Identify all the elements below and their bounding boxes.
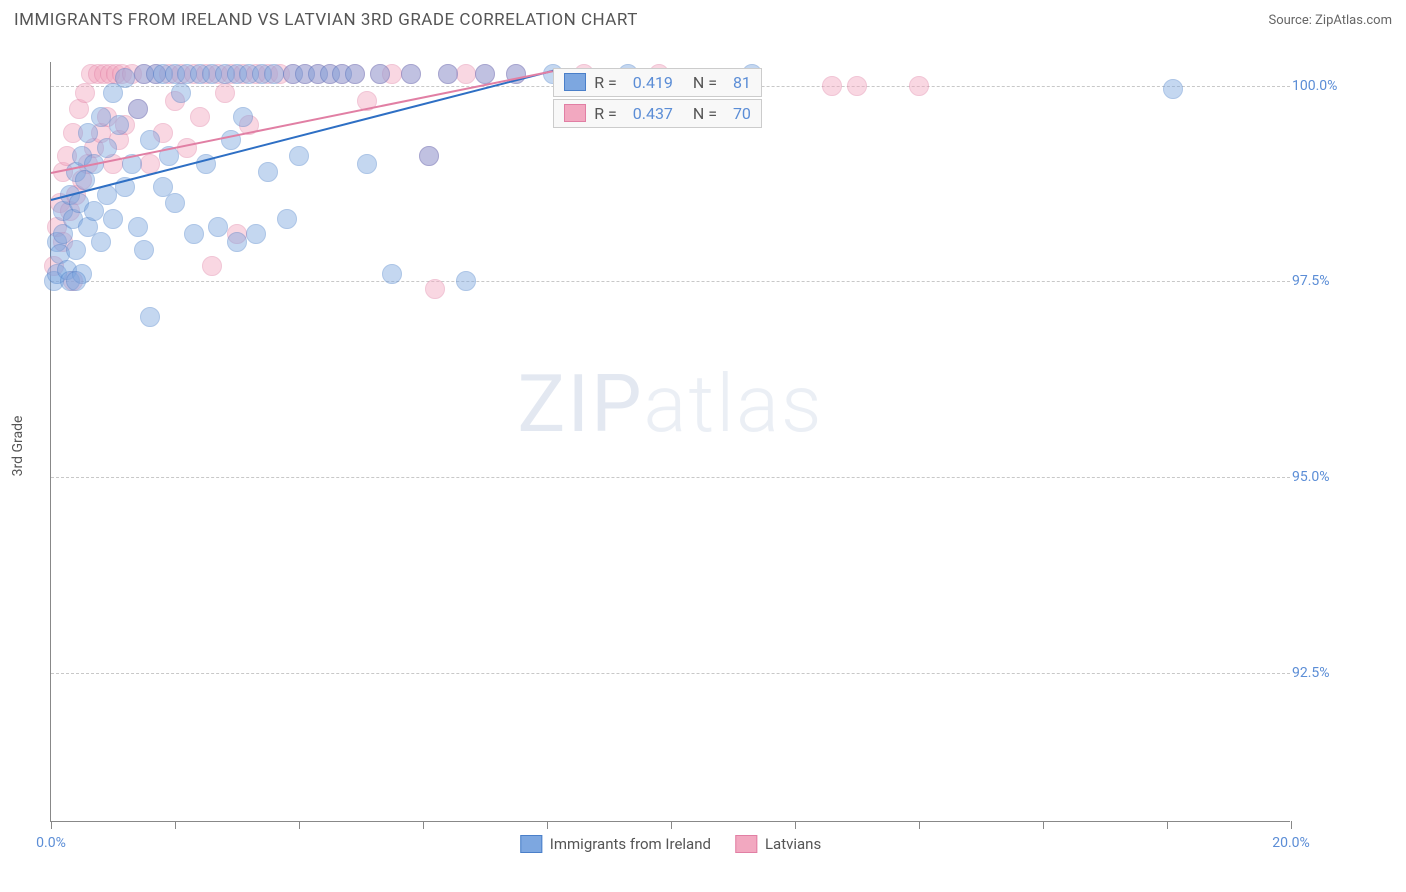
x-tick-label: 20.0% [1272, 835, 1310, 851]
scatter-point [103, 209, 123, 229]
scatter-point [208, 217, 228, 237]
legend-label: Latvians [765, 835, 821, 853]
scatter-point [97, 138, 117, 158]
scatter-point [128, 217, 148, 237]
y-tick-label: 97.5% [1292, 273, 1348, 289]
legend-r-value: 0.437 [629, 104, 673, 123]
scatter-point [233, 107, 253, 127]
x-tick [175, 821, 176, 829]
scatter-point [215, 83, 235, 103]
legend-item: Latvians [735, 835, 821, 853]
scatter-point [909, 76, 929, 96]
x-tick [1043, 821, 1044, 829]
scatter-point [202, 256, 222, 276]
x-tick [1291, 821, 1292, 829]
scatter-point [177, 138, 197, 158]
gridline [51, 477, 1290, 478]
x-tick [671, 821, 672, 829]
scatter-point [456, 271, 476, 291]
scatter-point [1163, 79, 1183, 99]
y-tick-label: 100.0% [1292, 78, 1348, 94]
correlation-legend: R = 0.419 N = 81 [553, 68, 762, 97]
scatter-point [289, 146, 309, 166]
scatter-point [109, 115, 129, 135]
scatter-point [115, 68, 135, 88]
scatter-point [140, 130, 160, 150]
gridline [51, 673, 1290, 674]
legend-swatch [520, 835, 542, 853]
legend-swatch [735, 835, 757, 853]
scatter-point [401, 64, 421, 84]
scatter-point [357, 154, 377, 174]
x-tick-label: 0.0% [36, 835, 66, 851]
scatter-point [128, 99, 148, 119]
scatter-point [246, 224, 266, 244]
scatter-point [184, 224, 204, 244]
y-tick-label: 92.5% [1292, 665, 1348, 681]
correlation-legend: R = 0.437 N = 70 [553, 99, 762, 128]
legend-n-value: 81 [729, 73, 751, 92]
legend-r-label: R = [594, 104, 621, 123]
scatter-point [227, 232, 247, 252]
legend-r-label: R = [594, 73, 621, 92]
scatter-point [475, 64, 495, 84]
plot-area: ZIPatlas 92.5%95.0%97.5%100.0%0.0%20.0%R… [50, 62, 1290, 822]
x-tick [547, 821, 548, 829]
scatter-point [66, 240, 86, 260]
scatter-point [258, 162, 278, 182]
scatter-point [66, 271, 86, 291]
scatter-point [264, 64, 284, 84]
series-legend: Immigrants from Ireland Latvians [520, 835, 821, 853]
scatter-point [190, 107, 210, 127]
scatter-point [277, 209, 297, 229]
chart-area: ZIPatlas 92.5%95.0%97.5%100.0%0.0%20.0%R… [50, 62, 1350, 822]
scatter-point [140, 307, 160, 327]
legend-label: Immigrants from Ireland [550, 835, 711, 853]
scatter-point [822, 76, 842, 96]
legend-swatch [564, 73, 586, 91]
legend-n-label: N = [681, 73, 721, 92]
x-tick [919, 821, 920, 829]
y-axis-label: 3rd Grade [10, 416, 26, 477]
scatter-point [438, 64, 458, 84]
scatter-point [456, 64, 476, 84]
chart-header: IMMIGRANTS FROM IRELAND VS LATVIAN 3RD G… [0, 0, 1406, 36]
chart-title: IMMIGRANTS FROM IRELAND VS LATVIAN 3RD G… [14, 10, 638, 30]
scatter-point [419, 146, 439, 166]
x-tick [299, 821, 300, 829]
y-tick-label: 95.0% [1292, 469, 1348, 485]
scatter-point [370, 64, 390, 84]
scatter-point [91, 232, 111, 252]
source-label: Source: ZipAtlas.com [1268, 13, 1392, 28]
scatter-point [425, 279, 445, 299]
legend-n-label: N = [681, 104, 721, 123]
scatter-point [171, 83, 191, 103]
x-tick [795, 821, 796, 829]
scatter-point [847, 76, 867, 96]
x-tick [1167, 821, 1168, 829]
gridline [51, 281, 1290, 282]
scatter-point [91, 107, 111, 127]
legend-n-value: 70 [729, 104, 751, 123]
x-tick [51, 821, 52, 829]
x-tick [423, 821, 424, 829]
scatter-point [165, 193, 185, 213]
scatter-point [345, 64, 365, 84]
legend-swatch [564, 104, 586, 122]
legend-r-value: 0.419 [629, 73, 673, 92]
legend-item: Immigrants from Ireland [520, 835, 711, 853]
scatter-point [382, 264, 402, 284]
watermark: ZIPatlas [517, 357, 823, 451]
scatter-point [134, 240, 154, 260]
scatter-point [75, 83, 95, 103]
